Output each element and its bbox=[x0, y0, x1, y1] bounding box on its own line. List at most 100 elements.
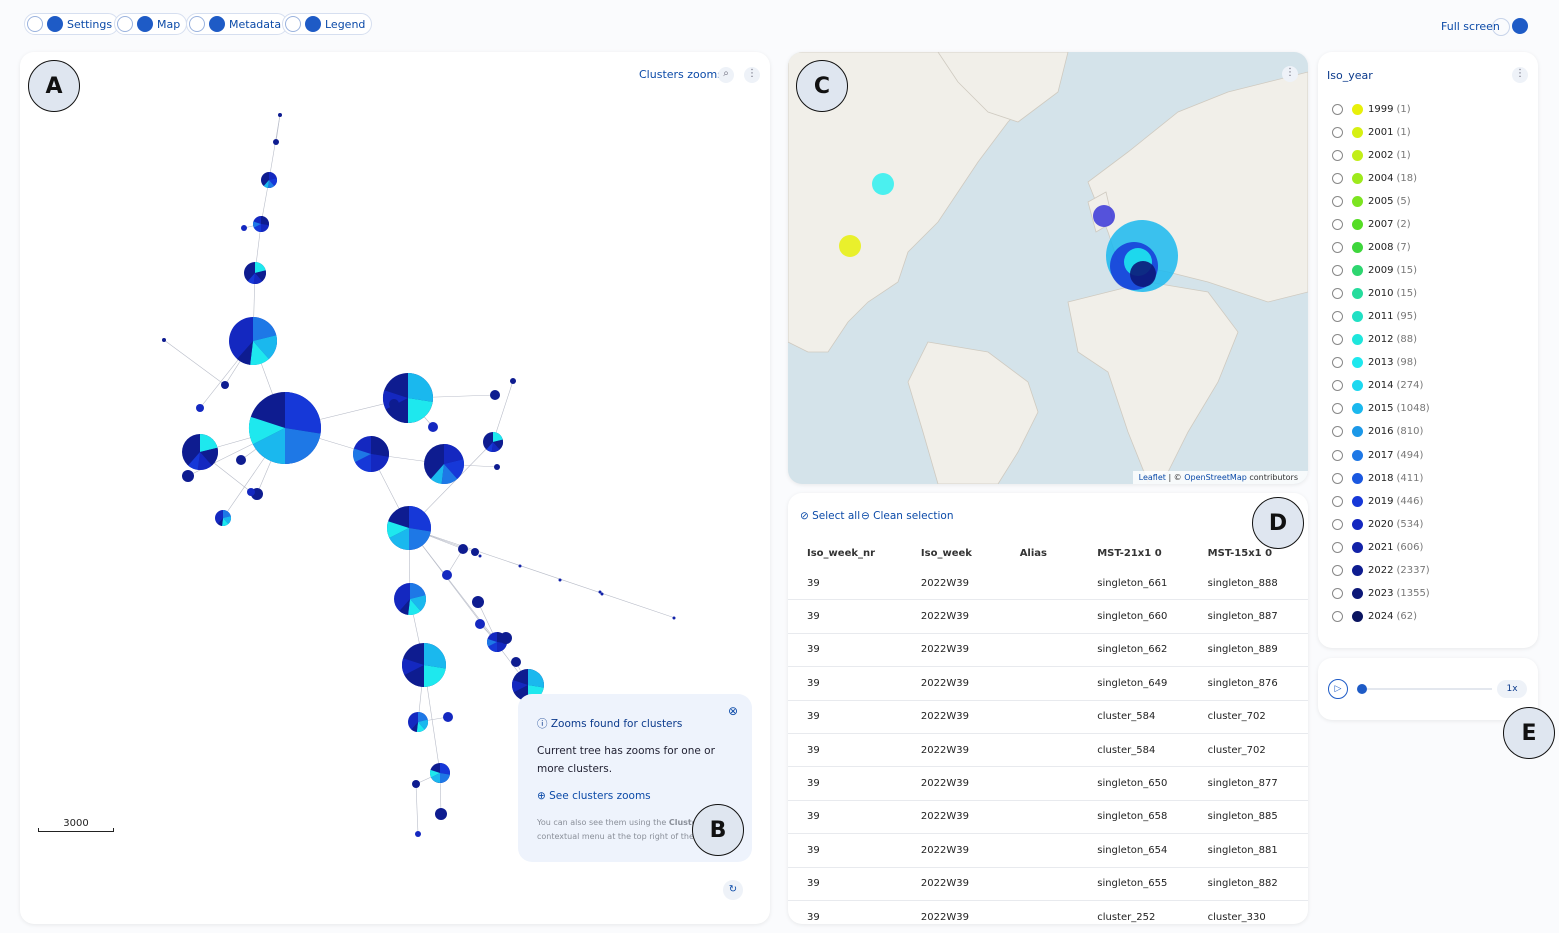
column-header[interactable]: MST-15x1 0 bbox=[1208, 539, 1308, 567]
table-row[interactable]: 39 2022W39 singleton_655 singleton_882 bbox=[788, 867, 1308, 901]
legend-menu[interactable]: ⋮ bbox=[1512, 67, 1528, 83]
legend-item[interactable]: 2001 (1) bbox=[1332, 122, 1411, 142]
legend-item[interactable]: 2010 (15) bbox=[1332, 284, 1417, 304]
fullscreen-label[interactable]: Full screen bbox=[1441, 20, 1500, 33]
radio[interactable] bbox=[1332, 126, 1343, 138]
toolbar-label[interactable]: Legend bbox=[325, 17, 366, 31]
radio[interactable] bbox=[1332, 218, 1343, 230]
toolbar-button[interactable]: Map bbox=[114, 13, 188, 35]
icon[interactable] bbox=[189, 16, 205, 32]
table-row[interactable]: 39 2022W39 singleton_661 singleton_888 bbox=[788, 567, 1308, 601]
table-row[interactable]: 39 2022W39 cluster_252 cluster_330 bbox=[788, 900, 1308, 924]
radio[interactable] bbox=[1332, 518, 1343, 530]
radio[interactable] bbox=[1332, 288, 1343, 300]
legend-item[interactable]: 2018 (411) bbox=[1332, 468, 1423, 488]
radio[interactable] bbox=[1332, 472, 1343, 484]
legend-item[interactable]: 2013 (98) bbox=[1332, 353, 1417, 373]
legend-item[interactable]: 2016 (810) bbox=[1332, 422, 1423, 442]
zoom-icon[interactable]: ⌕ bbox=[718, 67, 734, 83]
select-all-text[interactable]: Select all bbox=[812, 510, 861, 522]
map-marker[interactable] bbox=[839, 235, 861, 257]
radio[interactable] bbox=[1332, 564, 1343, 576]
radio[interactable] bbox=[1332, 195, 1343, 207]
column-header-text[interactable]: Iso_week bbox=[920, 547, 972, 559]
toolbar-button[interactable]: Settings bbox=[24, 13, 120, 35]
clusters-zooms-menu[interactable]: Clusters zooms bbox=[639, 68, 723, 81]
attribution-link[interactable]: OpenStreetMap bbox=[1184, 473, 1247, 482]
map-marker[interactable] bbox=[1093, 205, 1115, 227]
slider-thumb[interactable] bbox=[1357, 684, 1367, 694]
radio[interactable] bbox=[1332, 357, 1343, 369]
radio[interactable] bbox=[1332, 334, 1343, 346]
clean-selection-text[interactable]: Clean selection bbox=[873, 510, 954, 522]
legend-item[interactable]: 2015 (1048) bbox=[1332, 399, 1430, 419]
toolbar-button[interactable]: Metadata bbox=[186, 13, 289, 35]
radio[interactable] bbox=[1332, 611, 1343, 623]
attribution-link[interactable]: Leaflet bbox=[1138, 473, 1166, 482]
legend-item[interactable]: 2023 (1355) bbox=[1332, 583, 1430, 603]
legend-item[interactable]: 2007 (2) bbox=[1332, 214, 1411, 234]
radio[interactable] bbox=[1332, 541, 1343, 553]
legend-item[interactable]: 2024 (62) bbox=[1332, 607, 1417, 627]
radio[interactable] bbox=[1332, 264, 1343, 276]
fullscreen-toggle[interactable] bbox=[1512, 18, 1528, 34]
legend-item[interactable]: 1999 (1) bbox=[1332, 99, 1411, 119]
legend-item[interactable]: 2019 (446) bbox=[1332, 491, 1423, 511]
fullscreen-icon[interactable] bbox=[1492, 18, 1510, 36]
radio[interactable] bbox=[1332, 449, 1343, 461]
table-row[interactable]: 39 2022W39 cluster_584 cluster_702 bbox=[788, 733, 1308, 768]
legend-item[interactable]: 2004 (18) bbox=[1332, 168, 1417, 188]
slider-track[interactable] bbox=[1358, 688, 1492, 690]
radio[interactable] bbox=[1332, 380, 1343, 392]
select-all[interactable]: ⊘ Select all bbox=[800, 510, 861, 522]
icon[interactable] bbox=[209, 16, 225, 32]
table-row[interactable]: 39 2022W39 singleton_649 singleton_876 bbox=[788, 666, 1308, 701]
toolbar-label[interactable]: Map bbox=[157, 17, 181, 31]
legend-item[interactable]: 2011 (95) bbox=[1332, 307, 1417, 327]
column-header[interactable]: Alias bbox=[1020, 539, 1098, 567]
table-row[interactable]: 39 2022W39 singleton_654 singleton_881 bbox=[788, 833, 1308, 868]
radio[interactable] bbox=[1332, 403, 1343, 415]
legend-item[interactable]: 2022 (2337) bbox=[1332, 560, 1430, 580]
popup-link-text[interactable]: See clusters zooms bbox=[549, 790, 651, 802]
toolbar-label[interactable]: Metadata bbox=[229, 17, 282, 31]
map-menu[interactable]: ⋮ bbox=[1282, 66, 1298, 82]
map-marker[interactable] bbox=[872, 173, 894, 195]
icon[interactable] bbox=[27, 16, 43, 32]
legend-item[interactable]: 2020 (534) bbox=[1332, 514, 1423, 534]
legend-item[interactable]: 2012 (88) bbox=[1332, 330, 1417, 350]
table-row[interactable]: 39 2022W39 singleton_660 singleton_887 bbox=[788, 599, 1308, 634]
radio[interactable] bbox=[1332, 495, 1343, 507]
table-row[interactable]: 39 2022W39 cluster_584 cluster_702 bbox=[788, 700, 1308, 734]
legend-item[interactable]: 2009 (15) bbox=[1332, 260, 1417, 280]
icon[interactable] bbox=[305, 16, 321, 32]
popup-close[interactable]: ⊗ bbox=[728, 704, 739, 718]
radio[interactable] bbox=[1332, 587, 1343, 599]
toolbar-button[interactable]: Legend bbox=[282, 13, 373, 35]
icon[interactable] bbox=[47, 16, 63, 32]
column-header-text[interactable]: MST-21x1 0 bbox=[1097, 547, 1162, 559]
icon[interactable] bbox=[137, 16, 153, 32]
icon[interactable] bbox=[285, 16, 301, 32]
menu-button[interactable]: ⋮ bbox=[744, 67, 760, 83]
radio[interactable] bbox=[1332, 426, 1343, 438]
radio[interactable] bbox=[1332, 149, 1343, 161]
table-row[interactable]: 39 2022W39 singleton_658 singleton_885 bbox=[788, 800, 1308, 835]
map-marker[interactable] bbox=[1130, 261, 1156, 287]
column-header[interactable]: MST-21x1 0 bbox=[1097, 539, 1207, 567]
table-row[interactable]: 39 2022W39 singleton_662 singleton_889 bbox=[788, 633, 1308, 668]
speed-button[interactable]: 1x bbox=[1497, 680, 1527, 698]
legend-item[interactable]: 2008 (7) bbox=[1332, 237, 1411, 257]
column-header[interactable]: Iso_week bbox=[921, 539, 1020, 567]
radio[interactable] bbox=[1332, 103, 1343, 115]
legend-item[interactable]: 2017 (494) bbox=[1332, 445, 1423, 465]
popup-link[interactable]: ⊕ See clusters zooms bbox=[537, 790, 651, 802]
icon[interactable] bbox=[117, 16, 133, 32]
radio[interactable] bbox=[1332, 311, 1343, 323]
reload-button[interactable]: ↻ bbox=[723, 880, 743, 900]
clean-selection[interactable]: ⊖ Clean selection bbox=[861, 510, 954, 522]
table-row[interactable]: 39 2022W39 singleton_650 singleton_877 bbox=[788, 766, 1308, 801]
play-button[interactable]: ▷ bbox=[1328, 679, 1348, 699]
column-header-text[interactable]: Iso_week_nr bbox=[807, 547, 876, 559]
toolbar-label[interactable]: Settings bbox=[67, 17, 113, 31]
